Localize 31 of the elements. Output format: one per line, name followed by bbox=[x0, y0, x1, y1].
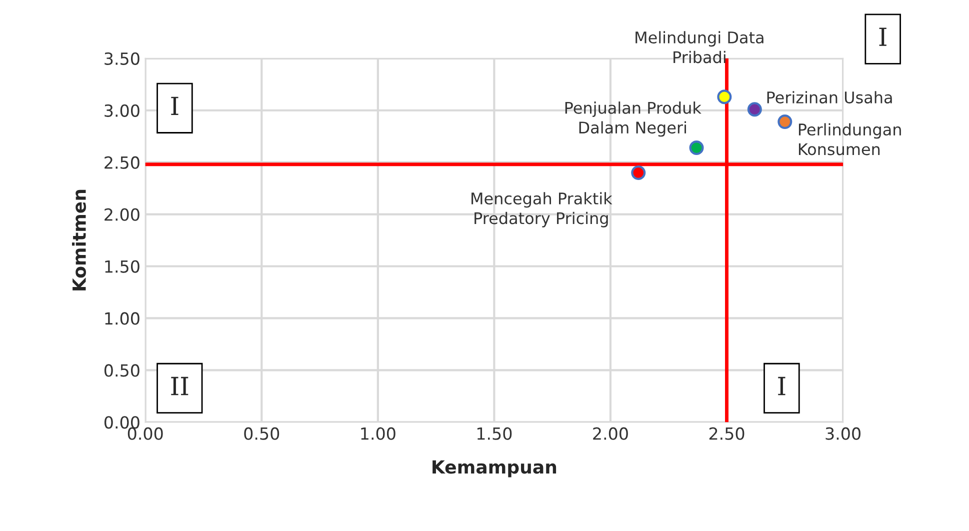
x-tick-label: 3.00 bbox=[826, 427, 860, 440]
y-tick-label: 3.00 bbox=[104, 104, 140, 117]
annotation: Penjualan Produk Dalam Negeri bbox=[565, 102, 702, 137]
annotation: Mencegah Praktik Predatory Pricing bbox=[472, 192, 612, 228]
point bbox=[631, 165, 646, 180]
y-tick-label: 2.00 bbox=[104, 208, 140, 221]
x-tick-label: 0.00 bbox=[128, 427, 163, 440]
point bbox=[778, 114, 792, 130]
y-tick-label: 1.00 bbox=[105, 312, 140, 325]
y-tick-label: 0.00 bbox=[104, 416, 140, 429]
y-axis-title: Komitmen bbox=[72, 190, 86, 290]
x-tick-label: 1.50 bbox=[477, 427, 512, 440]
annotation: I bbox=[171, 96, 178, 116]
annotation: II bbox=[171, 376, 188, 396]
x-tick-label: 2.50 bbox=[709, 427, 744, 440]
annotation: Perizinan Usaha bbox=[767, 91, 892, 104]
x-tick-label: 2.00 bbox=[593, 427, 628, 440]
y-tick-label: 2.50 bbox=[104, 156, 140, 169]
annotation: Melindungi Data Pribadi bbox=[636, 31, 764, 64]
y-tick-label: 0.50 bbox=[104, 364, 140, 377]
x-tick-label: 0.50 bbox=[244, 427, 280, 440]
point bbox=[717, 90, 732, 104]
annotation: I bbox=[778, 376, 786, 396]
y-tick-label: 3.50 bbox=[104, 52, 140, 65]
annotation: Perlindungan Konsumen bbox=[798, 123, 901, 156]
y-tick-label: 1.50 bbox=[105, 260, 140, 273]
x-tick-label: 1.00 bbox=[361, 427, 396, 440]
point bbox=[747, 102, 762, 117]
text: I bbox=[879, 28, 886, 46]
x-axis-title: Kemampuan bbox=[432, 460, 556, 478]
point bbox=[689, 140, 704, 156]
